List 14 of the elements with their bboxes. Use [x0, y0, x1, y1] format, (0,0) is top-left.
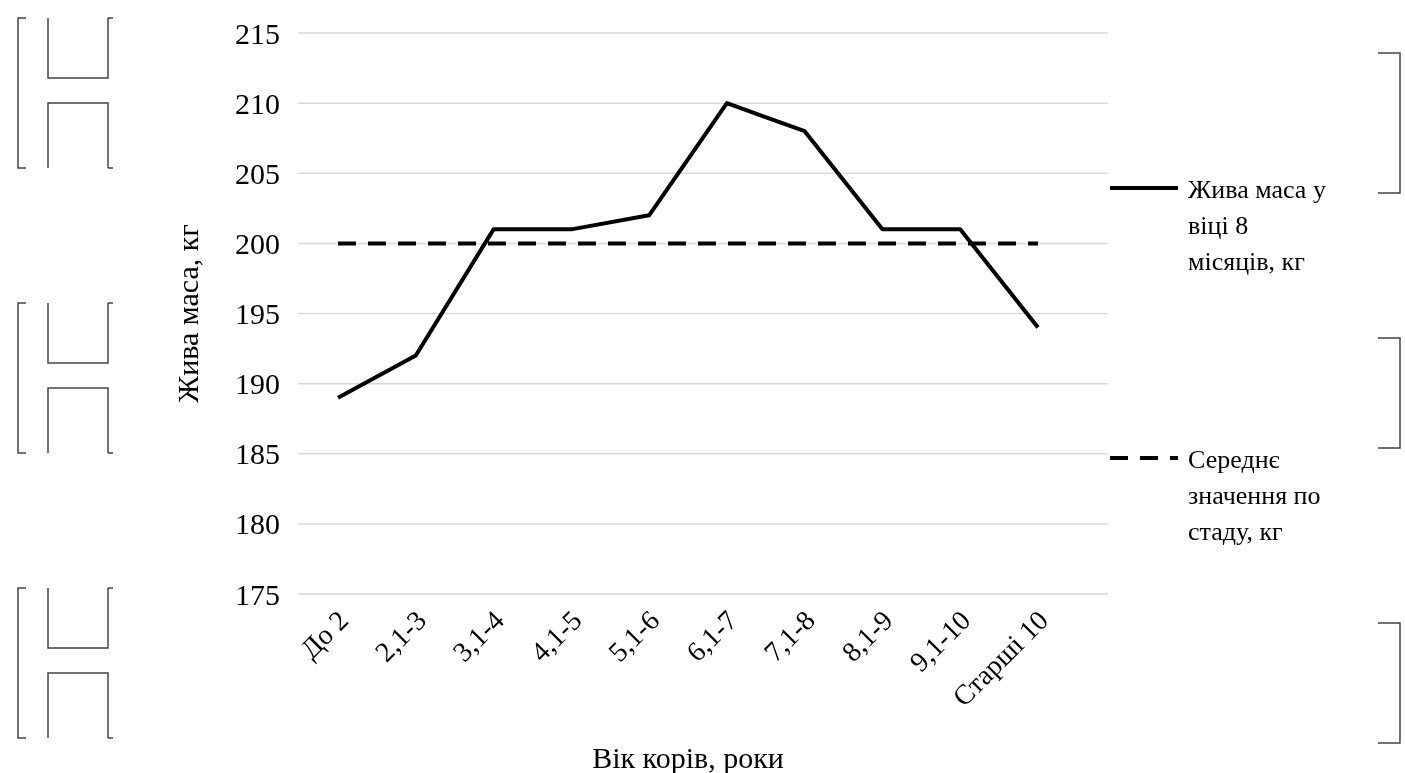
- y-tick-label: 200: [235, 226, 280, 260]
- line-series: [336, 101, 1040, 400]
- x-tick-label: До 2: [294, 604, 355, 665]
- y-tick-label: 210: [235, 86, 280, 120]
- legend-label: Середнє значення по стаду, кг: [1188, 445, 1321, 546]
- y-tick-label: 185: [235, 437, 280, 471]
- y-tick-label: 180: [235, 507, 280, 541]
- y-tick-label: 190: [235, 367, 280, 401]
- y-tick-label: 195: [235, 297, 280, 330]
- y-tick-label: 215: [235, 16, 280, 50]
- legend-label: Жива маса у віці 8 місяців, кг: [1188, 175, 1326, 276]
- y-tick-label: 205: [235, 156, 280, 190]
- y-tick-label: 175: [235, 577, 280, 611]
- y-axis-title: Жива маса, кг: [171, 224, 204, 403]
